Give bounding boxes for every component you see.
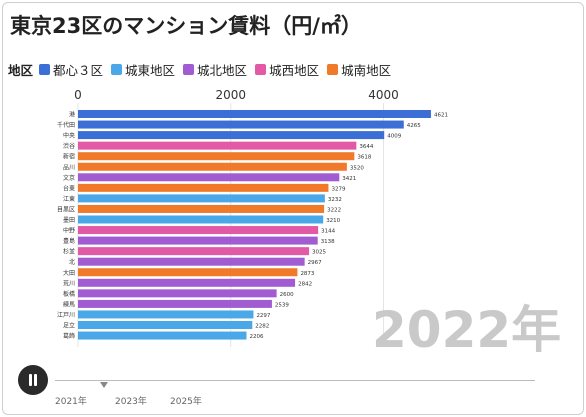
category-label: 新宿 xyxy=(63,153,75,161)
bar[interactable] xyxy=(78,268,298,277)
bar[interactable] xyxy=(78,257,305,266)
pause-icon xyxy=(34,374,37,386)
legend-item-jonan[interactable]: 城南地区 xyxy=(327,60,391,79)
category-label: 中野 xyxy=(63,227,75,235)
pause-button[interactable] xyxy=(18,365,48,395)
bar[interactable] xyxy=(78,310,254,319)
value-label: 2873 xyxy=(300,271,314,277)
category-label: 中央 xyxy=(63,132,75,140)
value-label: 4009 xyxy=(387,134,401,140)
value-label: 3421 xyxy=(342,176,356,182)
legend-item-label: 都心３区 xyxy=(53,63,104,78)
value-label: 3210 xyxy=(326,218,340,224)
timeline-handle[interactable] xyxy=(100,382,108,388)
category-label: 足立 xyxy=(63,322,75,330)
value-label: 2539 xyxy=(275,302,289,308)
bar[interactable] xyxy=(78,173,340,182)
bar[interactable] xyxy=(78,194,325,203)
legend-swatch xyxy=(39,64,51,75)
category-label: 目黒区 xyxy=(57,206,75,213)
value-label: 2282 xyxy=(255,324,269,330)
bar[interactable] xyxy=(78,141,357,150)
legend-swatch xyxy=(183,64,195,75)
category-label: 豊島 xyxy=(63,237,75,245)
bar[interactable] xyxy=(78,331,247,340)
timeline-label: 2021年 xyxy=(55,397,87,407)
x-tick-label: 4000 xyxy=(368,88,399,102)
category-label: 渋谷 xyxy=(63,142,75,150)
value-label: 3644 xyxy=(359,144,373,150)
bar[interactable] xyxy=(78,236,318,245)
value-label: 3279 xyxy=(331,186,345,192)
bar-chart: 0 2000 4000 港 4621 千代田 4265 中央 4009 渋谷 3644 新宿 3618 品… xyxy=(57,88,448,347)
category-label: 板橋 xyxy=(63,290,75,298)
bar[interactable] xyxy=(78,204,325,213)
legend-item-josai[interactable]: 城西地区 xyxy=(255,60,319,79)
legend-swatch xyxy=(111,64,123,75)
bar[interactable] xyxy=(78,120,404,129)
value-label: 2600 xyxy=(280,292,294,298)
value-label: 2297 xyxy=(256,313,270,319)
category-label: 台東 xyxy=(63,184,75,192)
value-label: 3232 xyxy=(328,197,342,203)
bar[interactable] xyxy=(78,110,431,118)
legend-swatch xyxy=(255,64,267,75)
pause-icon xyxy=(29,374,32,386)
bar[interactable] xyxy=(78,299,272,308)
chart-title: 東京23区のマンション賃料（円/㎡） xyxy=(10,14,362,38)
current-year-label: 2022年 xyxy=(372,301,562,359)
value-label: 3144 xyxy=(321,229,335,235)
value-label: 4621 xyxy=(434,113,448,119)
category-label: 品川 xyxy=(63,164,75,171)
bar[interactable] xyxy=(78,247,310,256)
bar[interactable] xyxy=(78,289,277,298)
value-label: 2842 xyxy=(298,281,312,287)
legend-label: 地区 xyxy=(8,63,34,78)
x-tick-label: 2000 xyxy=(215,88,246,102)
timeline-track xyxy=(55,380,535,381)
value-label: 3025 xyxy=(312,250,326,256)
legend-item-label: 城東地区 xyxy=(125,63,176,78)
bar[interactable] xyxy=(78,226,319,235)
legend-item-label: 城北地区 xyxy=(197,63,248,78)
value-label: 2206 xyxy=(250,334,264,340)
bar[interactable] xyxy=(78,162,347,171)
bar[interactable] xyxy=(78,215,324,224)
timeline-label: 2023年 xyxy=(115,397,147,407)
value-label: 3618 xyxy=(357,155,371,161)
value-label: 3222 xyxy=(327,207,341,213)
category-label: 墨田 xyxy=(63,217,75,224)
legend-item-johoku[interactable]: 城北地区 xyxy=(183,60,247,79)
value-label: 3520 xyxy=(350,165,364,171)
value-label: 4265 xyxy=(407,123,421,129)
timeline-label: 2025年 xyxy=(170,397,202,407)
bar[interactable] xyxy=(78,131,385,140)
bar[interactable] xyxy=(78,152,355,161)
category-label: 荒川 xyxy=(63,279,75,287)
timeline-slider[interactable]: 2021年 2023年 2025年 xyxy=(55,380,535,410)
bar[interactable] xyxy=(78,278,296,287)
category-label: 文京 xyxy=(63,174,75,182)
value-label: 2967 xyxy=(308,260,322,266)
legend: 地区 都心３区 城東地区 城北地区 城西地区 城南地区 xyxy=(8,60,399,79)
category-label: 大田 xyxy=(63,269,75,277)
legend-item-toshin[interactable]: 都心３区 xyxy=(39,60,103,79)
category-label: 江戸川 xyxy=(57,312,75,319)
category-label: 杉並 xyxy=(63,248,75,256)
category-label: 江東 xyxy=(63,195,75,203)
category-label: 千代田 xyxy=(57,121,75,129)
legend-item-label: 城西地区 xyxy=(269,63,320,78)
bar[interactable] xyxy=(78,321,253,329)
legend-item-joto[interactable]: 城東地区 xyxy=(111,60,175,79)
legend-swatch xyxy=(327,64,339,75)
category-label: 北 xyxy=(69,258,75,266)
category-label: 葛飾 xyxy=(63,332,75,340)
x-tick-label: 0 xyxy=(74,88,82,102)
value-label: 3138 xyxy=(321,239,335,245)
category-label: 練馬 xyxy=(63,300,75,308)
bar[interactable] xyxy=(78,183,329,192)
legend-item-label: 城南地区 xyxy=(341,63,392,78)
category-label: 港 xyxy=(69,111,75,119)
